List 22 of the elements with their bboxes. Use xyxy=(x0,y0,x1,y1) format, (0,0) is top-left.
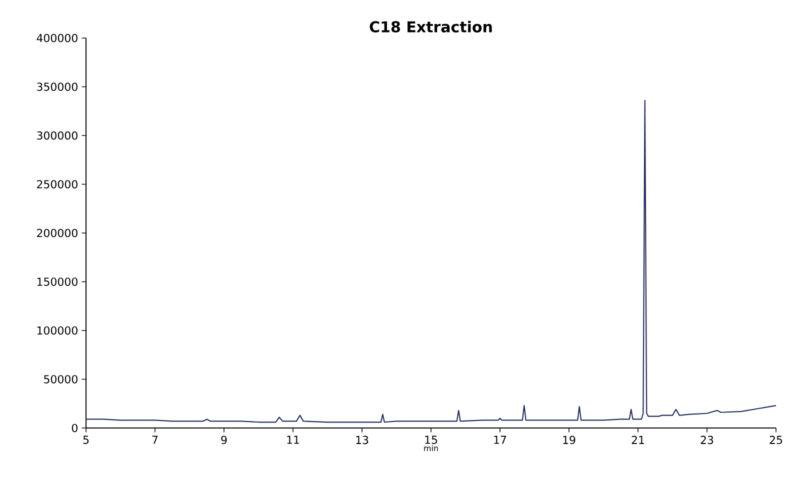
chart-title: C18 Extraction xyxy=(370,20,492,32)
x-tick-label: 17 xyxy=(494,436,506,444)
y-tick-label: 400000 xyxy=(36,34,78,42)
x-axis-title: min xyxy=(424,444,438,452)
x-tick-label: 13 xyxy=(356,436,368,444)
y-tick-label: 200000 xyxy=(37,228,78,238)
y-tick-label: 50000 xyxy=(44,375,78,384)
x-tick-label: 25 xyxy=(770,436,782,444)
y-tick-label: 300000 xyxy=(37,131,78,140)
x-tick-label: 19 xyxy=(563,436,576,444)
x-tick-label: 15 xyxy=(425,436,438,444)
y-tick-label: 250000 xyxy=(37,180,78,188)
y-tick-label: 350000 xyxy=(37,82,78,91)
x-tick-label: 11 xyxy=(287,436,299,444)
y-tick-label: 0 xyxy=(72,424,78,432)
x-tick-label: 23 xyxy=(700,436,714,444)
x-tick-label: 21 xyxy=(632,436,644,444)
y-tick-label: 150000 xyxy=(37,278,78,286)
x-tick-label: 7 xyxy=(152,436,158,444)
x-tick-label: 9 xyxy=(221,436,227,444)
x-tick-label: 5 xyxy=(83,436,89,444)
y-tick-label: 100000 xyxy=(37,326,78,335)
